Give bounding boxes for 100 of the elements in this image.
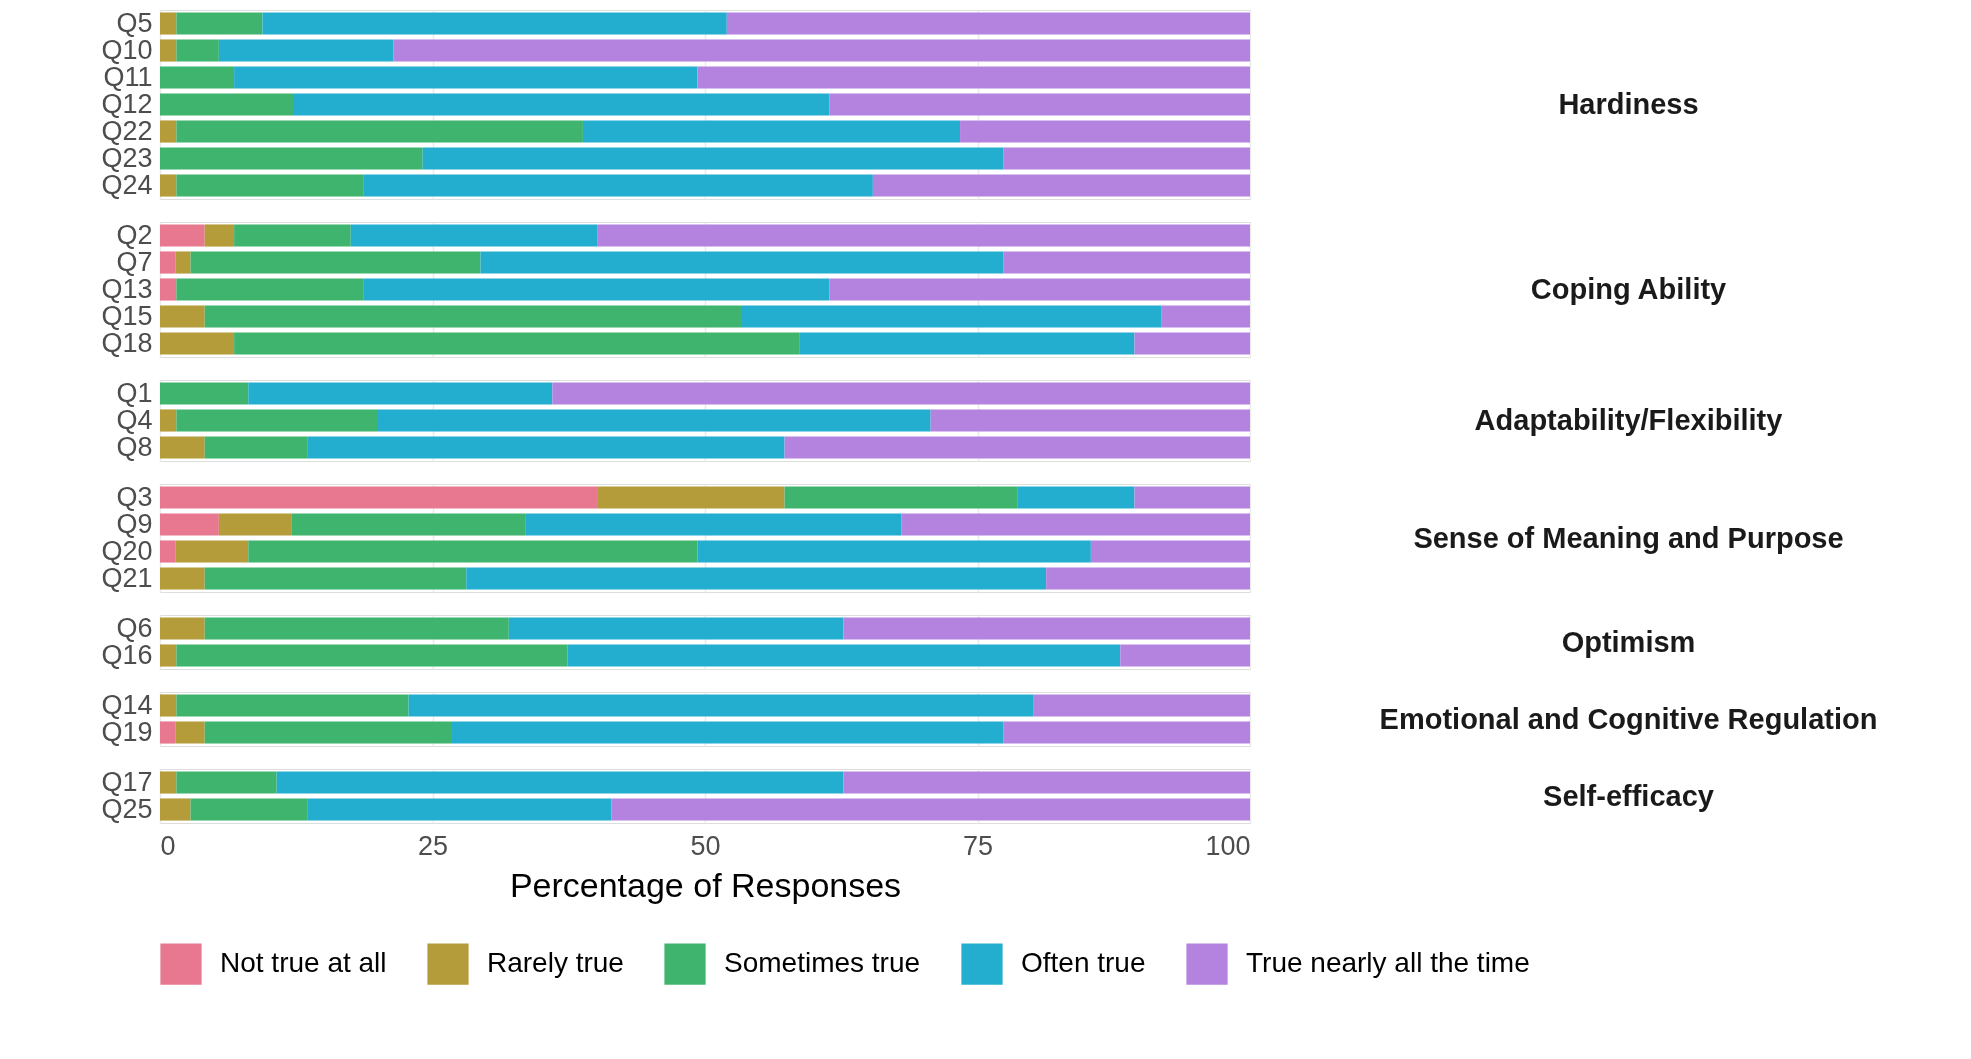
bar <box>175 540 249 563</box>
bar <box>204 567 467 590</box>
bar <box>160 305 205 328</box>
bar <box>451 721 1004 744</box>
bar <box>204 436 308 459</box>
y2-axis-title: Hardiness <box>1558 88 1699 120</box>
bar <box>176 278 364 301</box>
bar <box>829 278 1250 301</box>
y-tick-label: Q3 <box>116 481 153 512</box>
bar <box>160 721 176 744</box>
bar <box>582 120 961 143</box>
bar <box>784 436 1250 459</box>
bar <box>363 174 873 197</box>
bar <box>204 305 741 328</box>
bar <box>160 644 177 667</box>
bar <box>160 486 598 509</box>
bar <box>508 617 844 640</box>
x-tick-label: 0 <box>160 830 176 861</box>
bar <box>204 617 509 640</box>
bar <box>234 332 800 355</box>
bar <box>190 251 481 274</box>
bar <box>176 39 219 62</box>
bar <box>160 540 176 563</box>
bar <box>160 436 205 459</box>
bar <box>1033 694 1250 717</box>
bar <box>726 12 1250 35</box>
legend-label: Not true at all <box>220 947 387 979</box>
bar <box>350 224 598 247</box>
x-axis-title: Percentage of Responses <box>509 865 902 904</box>
bar <box>1017 486 1135 509</box>
legend-label: Sometimes true <box>724 947 921 979</box>
y-tick-label: Q5 <box>116 7 153 38</box>
legend-label: True nearly all the time <box>1246 947 1530 979</box>
y-tick-label: Q14 <box>101 689 153 720</box>
bar <box>930 409 1250 432</box>
bar <box>160 147 423 170</box>
bar <box>160 332 235 355</box>
bar <box>697 66 1250 89</box>
legend-label: Rarely true <box>487 947 624 979</box>
bar <box>218 513 292 536</box>
bar <box>160 567 205 590</box>
bar <box>176 644 568 667</box>
bar <box>160 617 205 640</box>
y2-axis-title: Sense of Meaning and Purpose <box>1413 521 1844 554</box>
bar <box>307 436 785 459</box>
bar <box>234 224 351 247</box>
bar <box>1003 251 1250 274</box>
bar <box>466 567 1047 590</box>
y2-axis-title: Coping Ability <box>1530 273 1727 305</box>
bar <box>799 332 1135 355</box>
bar <box>552 382 1250 405</box>
bar <box>160 66 235 89</box>
bar <box>1120 644 1250 667</box>
bar <box>480 251 1004 274</box>
y-tick-label: Q17 <box>101 766 153 797</box>
bar <box>204 721 452 744</box>
bar <box>784 486 1018 509</box>
bar <box>872 174 1250 197</box>
bar <box>204 224 235 247</box>
bar <box>378 409 931 432</box>
bar <box>697 540 1091 563</box>
bar <box>175 251 191 274</box>
bar <box>829 93 1250 116</box>
bar <box>408 694 1034 717</box>
bar <box>597 486 785 509</box>
bar <box>160 694 177 717</box>
bar <box>176 120 583 143</box>
y-tick-label: Q1 <box>116 377 153 408</box>
x-tick-label: 25 <box>417 830 449 861</box>
bar <box>160 409 177 432</box>
bar <box>160 382 249 405</box>
bar <box>291 513 526 536</box>
y-tick-label: Q2 <box>116 219 153 250</box>
bar <box>1161 305 1250 328</box>
bar <box>160 93 293 116</box>
bar <box>597 224 1250 247</box>
bar <box>160 513 219 536</box>
x-tick-label: 75 <box>962 830 994 861</box>
bar <box>292 93 830 116</box>
bar <box>176 174 364 197</box>
y2-axis-title: Adaptability/Flexibility <box>1474 404 1783 436</box>
bar <box>1003 721 1250 744</box>
bar <box>363 278 830 301</box>
bar <box>176 12 263 35</box>
y2-axis-title: Emotional and Cognitive Regulation <box>1379 702 1878 735</box>
bar <box>176 694 409 717</box>
bar <box>160 120 177 143</box>
bar <box>1134 486 1250 509</box>
bar <box>740 305 1162 328</box>
bar <box>234 66 698 89</box>
bar <box>160 224 205 247</box>
bar <box>160 12 177 35</box>
x-tick-label: 100 <box>1205 830 1251 861</box>
bar <box>901 513 1250 536</box>
bar <box>160 278 177 301</box>
bar <box>1090 540 1250 563</box>
bar <box>422 147 1004 170</box>
bar <box>218 39 394 62</box>
bar <box>160 251 176 274</box>
y-tick-label: Q6 <box>116 612 153 643</box>
